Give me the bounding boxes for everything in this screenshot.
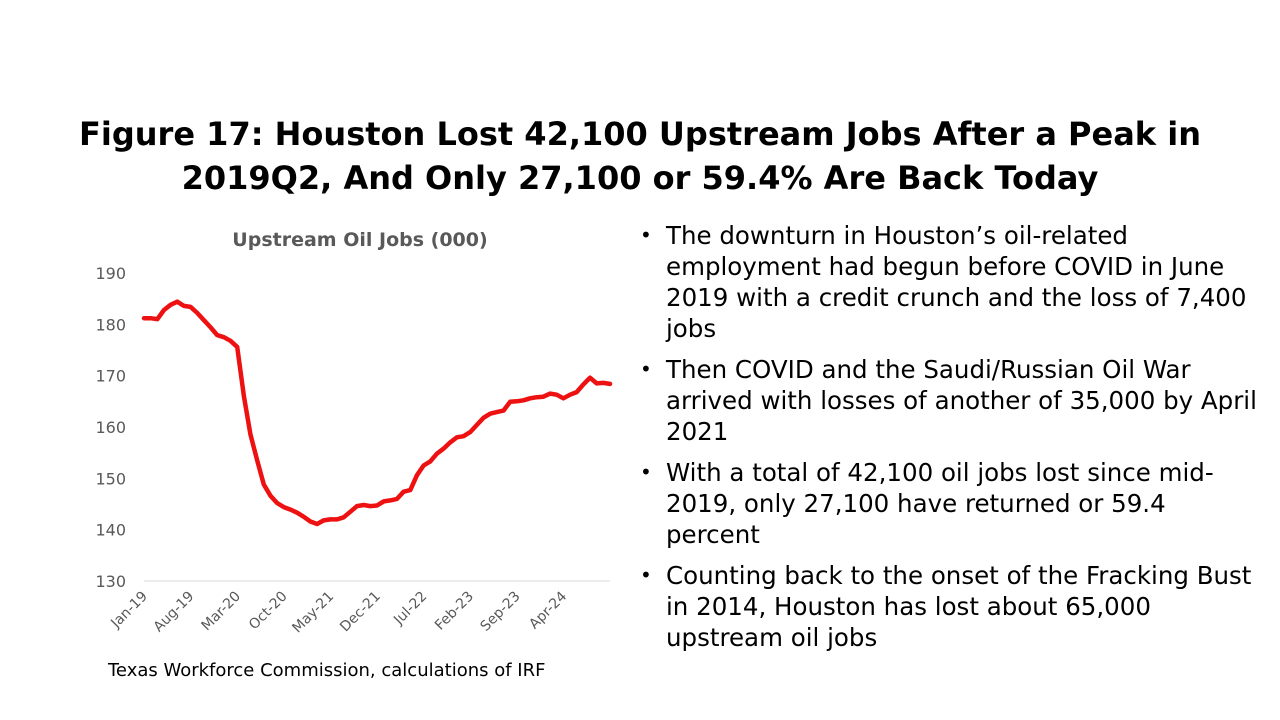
x-tick-label: Jan-19: [107, 589, 150, 632]
slide-title-line-1: Figure 17: Houston Lost 42,100 Upstream …: [79, 115, 1201, 153]
y-tick-label: 140: [95, 521, 126, 540]
x-tick-label: Apr-24: [526, 588, 570, 632]
slide-title: Figure 17: Houston Lost 42,100 Upstream …: [0, 112, 1280, 200]
x-tick-label: Oct-20: [246, 589, 291, 634]
bullet-text: Counting back to the onset of the Fracki…: [666, 561, 1252, 652]
bullet-item: • Then COVID and the Saudi/Russian Oil Wa…: [640, 354, 1260, 447]
bullet-dot-icon: •: [640, 563, 652, 587]
slide-title-line-2: 2019Q2, And Only 27,100 or 59.4% Are Bac…: [181, 159, 1099, 197]
bullet-item: • With a total of 42,100 oil jobs lost si…: [640, 457, 1260, 550]
y-tick-label: 180: [95, 315, 126, 334]
chart-area: Upstream Oil Jobs (000) 130 140 150 160 170 1…: [80, 220, 630, 660]
bullet-dot-icon: •: [640, 223, 652, 247]
x-tick-label: Aug-19: [151, 589, 198, 636]
y-tick-label: 130: [95, 572, 126, 591]
plot-area: [141, 299, 613, 527]
y-tick-label: 170: [95, 367, 126, 386]
bullet-dot-icon: •: [640, 460, 652, 484]
y-tick-label: 150: [95, 469, 126, 488]
x-tick-label: Jul-22: [390, 589, 430, 629]
source-note: Texas Workforce Commission, calculations…: [108, 660, 546, 681]
y-tick-label: 190: [95, 264, 126, 283]
bullet-list: • The downturn in Houston’s oil-related e…: [640, 220, 1260, 663]
y-tick-label: 160: [95, 418, 126, 437]
series-line-upstream-oil-jobs: [141, 299, 613, 527]
x-tick-label: Sep-23: [477, 589, 523, 635]
chart-title: Upstream Oil Jobs (000): [232, 229, 487, 251]
y-axis: 130 140 150 160 170 180 190: [95, 264, 126, 591]
line-chart: Upstream Oil Jobs (000) 1301401501601701…: [95, 229, 613, 637]
bullet-text: The downturn in Houston’s oil-related em…: [666, 221, 1247, 343]
bullet-item: • Counting back to the onset of the Frack…: [640, 560, 1260, 653]
bullet-dot-icon: •: [640, 357, 652, 381]
x-tick-label: May-21: [289, 589, 337, 637]
bullet-item: • The downturn in Houston’s oil-related e…: [640, 220, 1260, 344]
bullet-text: Then COVID and the Saudi/Russian Oil War…: [666, 355, 1257, 446]
x-tick-label: Feb-23: [432, 589, 477, 634]
x-tick-label: Mar-20: [198, 589, 244, 635]
bullet-text: With a total of 42,100 oil jobs lost sin…: [666, 458, 1214, 549]
x-tick-label: Dec-21: [337, 589, 384, 636]
